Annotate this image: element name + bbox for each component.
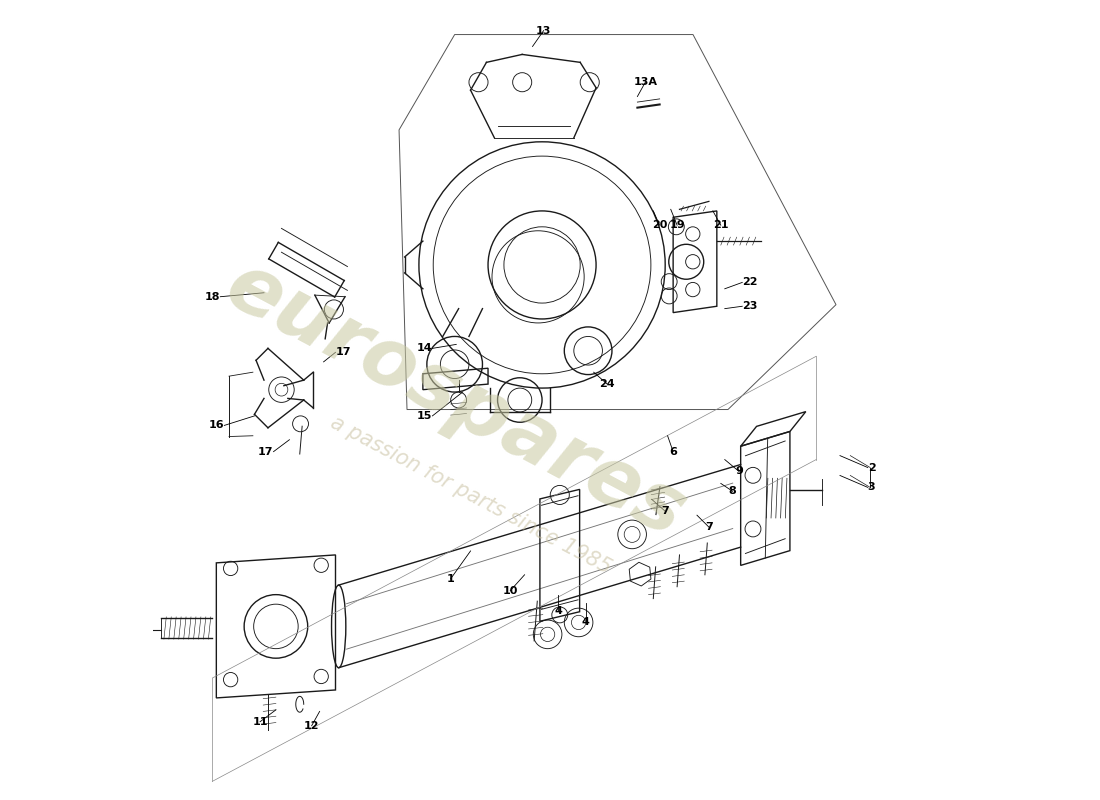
Text: 4: 4 (554, 606, 562, 615)
Text: 19: 19 (669, 220, 685, 230)
Text: 15: 15 (417, 411, 432, 421)
Text: 12: 12 (304, 721, 319, 730)
Text: 17: 17 (258, 446, 274, 457)
Text: 7: 7 (705, 522, 713, 532)
Text: 17: 17 (336, 347, 351, 358)
Text: 2: 2 (868, 462, 876, 473)
Text: 13: 13 (536, 26, 551, 35)
Text: 10: 10 (503, 586, 518, 596)
Text: 4: 4 (582, 618, 590, 627)
Text: a passion for parts since 1985: a passion for parts since 1985 (327, 413, 614, 578)
Text: 20: 20 (652, 220, 668, 230)
Text: 22: 22 (742, 278, 758, 287)
Text: 3: 3 (868, 482, 876, 492)
Text: 11: 11 (252, 717, 267, 726)
Text: eurospares: eurospares (211, 246, 697, 554)
Text: 18: 18 (205, 292, 220, 302)
Text: 6: 6 (669, 446, 678, 457)
Text: 8: 8 (729, 486, 737, 496)
Text: 23: 23 (742, 302, 758, 311)
Circle shape (324, 300, 343, 319)
Text: 9: 9 (735, 466, 743, 477)
Text: 16: 16 (209, 421, 224, 430)
Text: 21: 21 (713, 220, 728, 230)
Text: 1: 1 (447, 574, 454, 584)
Text: 13A: 13A (634, 78, 658, 87)
Text: 7: 7 (661, 506, 669, 516)
Text: 24: 24 (600, 379, 615, 389)
Text: 14: 14 (417, 343, 432, 354)
